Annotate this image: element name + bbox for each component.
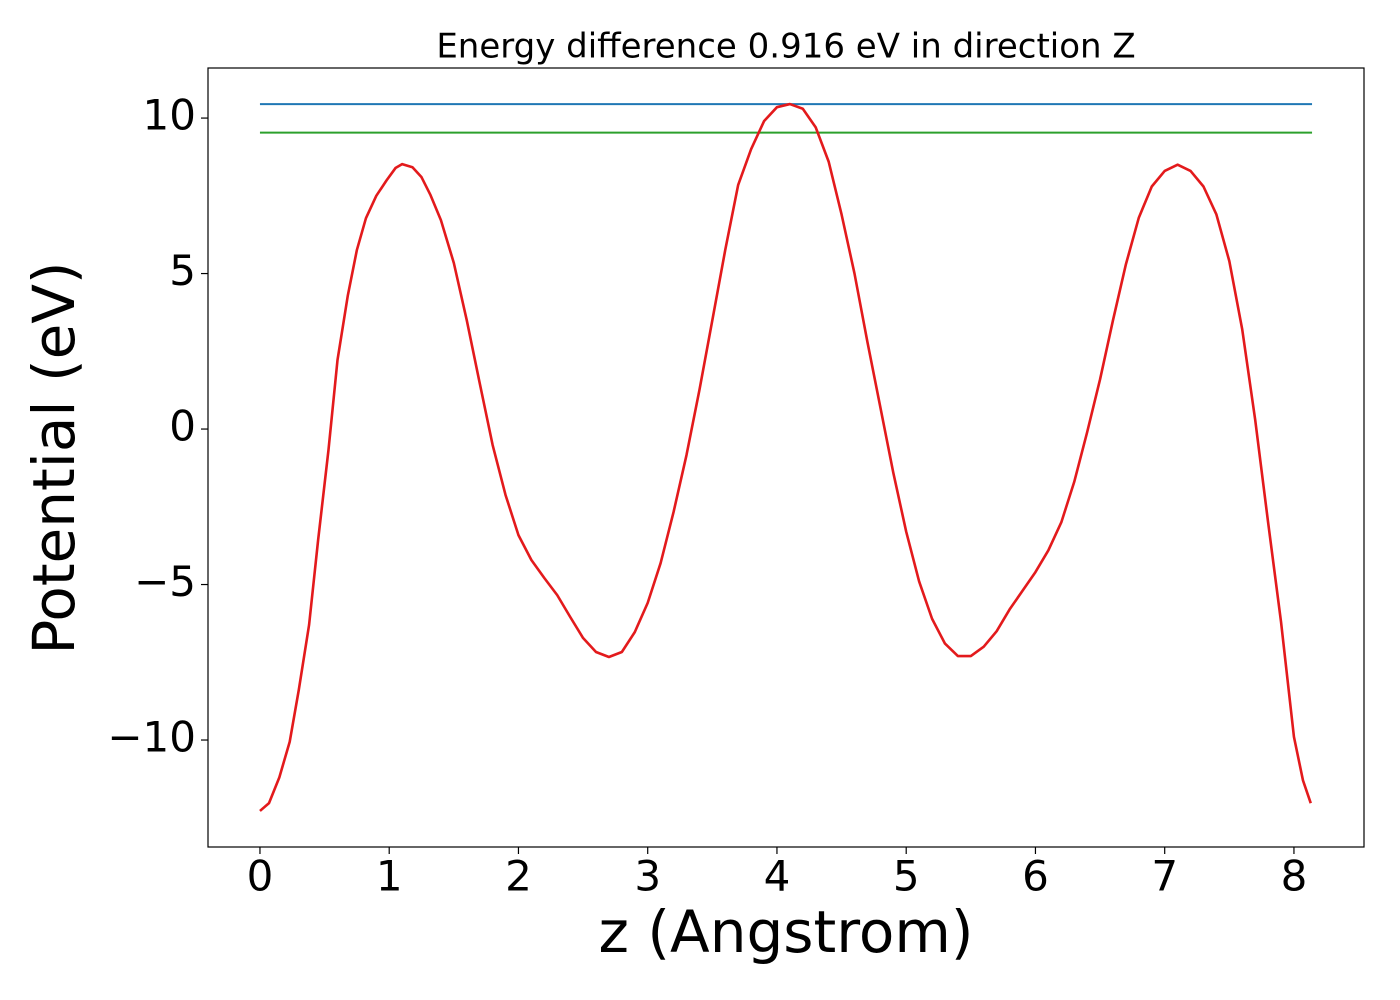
y-tick-label: 10: [143, 91, 196, 140]
plot-frame: [207, 67, 1365, 848]
x-tick-label: 1: [376, 852, 403, 901]
y-tick-label: 0: [169, 402, 196, 451]
x-tick-label: 6: [1022, 852, 1049, 901]
y-tick-label: −10: [107, 713, 196, 762]
x-tick-label: 0: [247, 852, 274, 901]
x-axis-label: z (Angstrom): [599, 898, 974, 966]
y-tick-label: −5: [134, 557, 196, 606]
y-tick-label: 5: [169, 246, 196, 295]
x-tick-label: 5: [893, 852, 920, 901]
x-tick-label: 8: [1281, 852, 1308, 901]
chart-title: Energy difference 0.916 eV in direction …: [436, 27, 1135, 67]
x-tick-label: 7: [1151, 852, 1178, 901]
line: [259, 102, 1312, 812]
x-tick-label: 4: [764, 852, 791, 901]
x-tick-label: 3: [634, 852, 661, 901]
y-axis-label: Potential (eV): [20, 261, 88, 654]
x-tick-label: 2: [505, 852, 532, 901]
